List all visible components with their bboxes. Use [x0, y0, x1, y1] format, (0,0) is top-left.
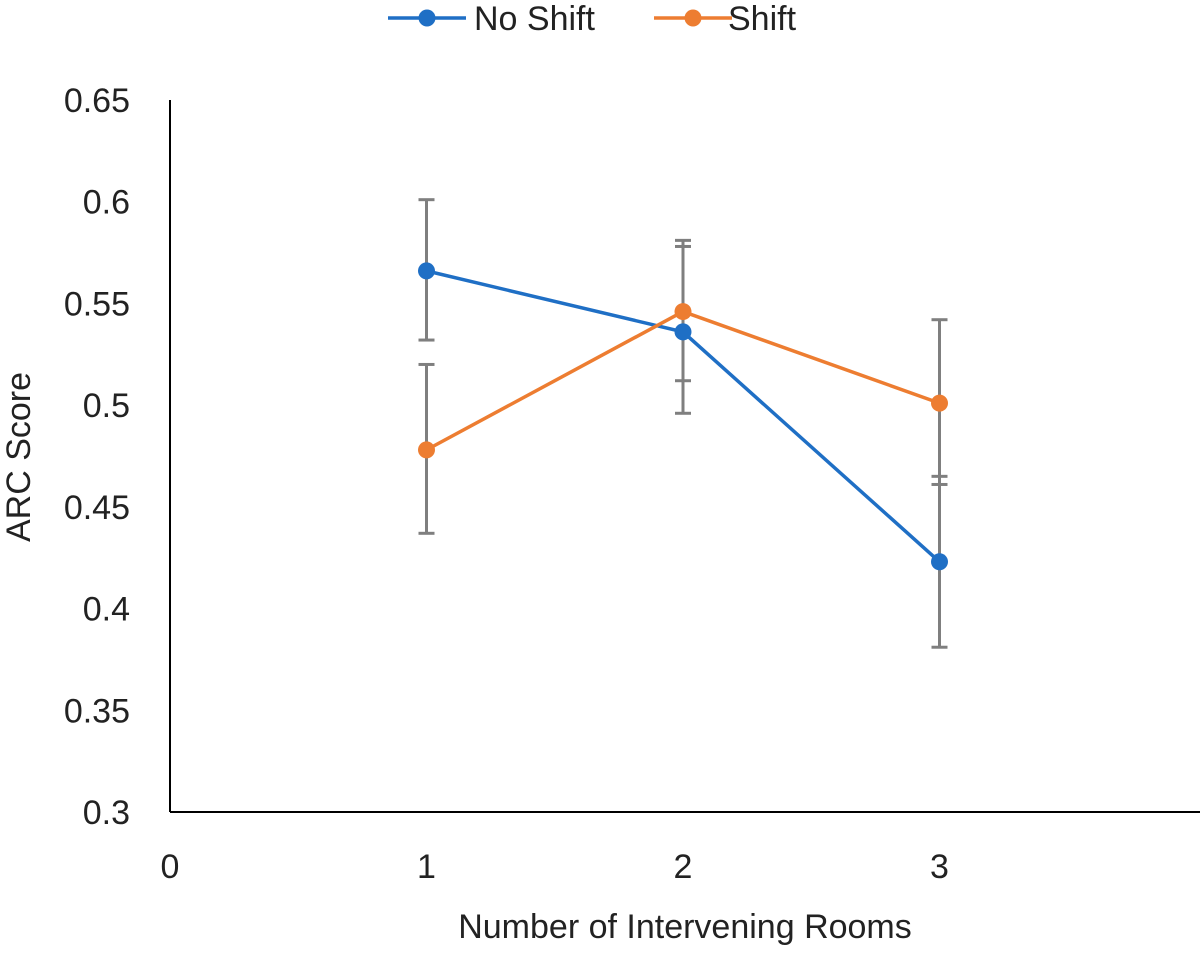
legend: No Shift Shift — [388, 0, 797, 38]
data-point-shift — [674, 303, 692, 321]
data-point-shift — [418, 441, 435, 459]
x-tick-label: 1 — [417, 848, 436, 886]
legend-label-no-shift: No Shift — [474, 0, 595, 38]
series-points — [418, 262, 948, 571]
error-bars — [418, 198, 948, 649]
legend-marker-no-shift — [418, 9, 436, 27]
x-tick-label: 2 — [674, 848, 693, 886]
y-tick-label: 0.3 — [83, 794, 130, 832]
x-axis-title: Number of Intervening Rooms — [458, 908, 912, 946]
x-tick-label: 3 — [930, 848, 949, 886]
y-tick-label: 0.55 — [64, 285, 130, 323]
data-point-no-shift — [931, 553, 948, 571]
y-tick-label: 0.5 — [83, 387, 130, 425]
y-tick-label: 0.45 — [64, 489, 130, 527]
data-point-no-shift — [674, 323, 692, 341]
y-axis-ticks: 0.65 0.6 0.55 0.5 0.45 0.4 0.35 0.3 — [64, 82, 130, 832]
x-tick-label: 0 — [161, 848, 180, 886]
legend-label-shift: Shift — [728, 0, 797, 38]
y-tick-label: 0.6 — [83, 184, 130, 222]
data-point-shift — [931, 394, 948, 412]
y-tick-label: 0.4 — [83, 591, 130, 629]
x-axis-ticks: 0 1 2 3 — [161, 848, 949, 886]
y-axis-title: ARC Score — [0, 372, 38, 542]
y-tick-label: 0.35 — [64, 692, 130, 730]
data-point-no-shift — [418, 262, 435, 280]
legend-marker-shift — [684, 9, 702, 27]
y-tick-label: 0.65 — [64, 82, 130, 120]
